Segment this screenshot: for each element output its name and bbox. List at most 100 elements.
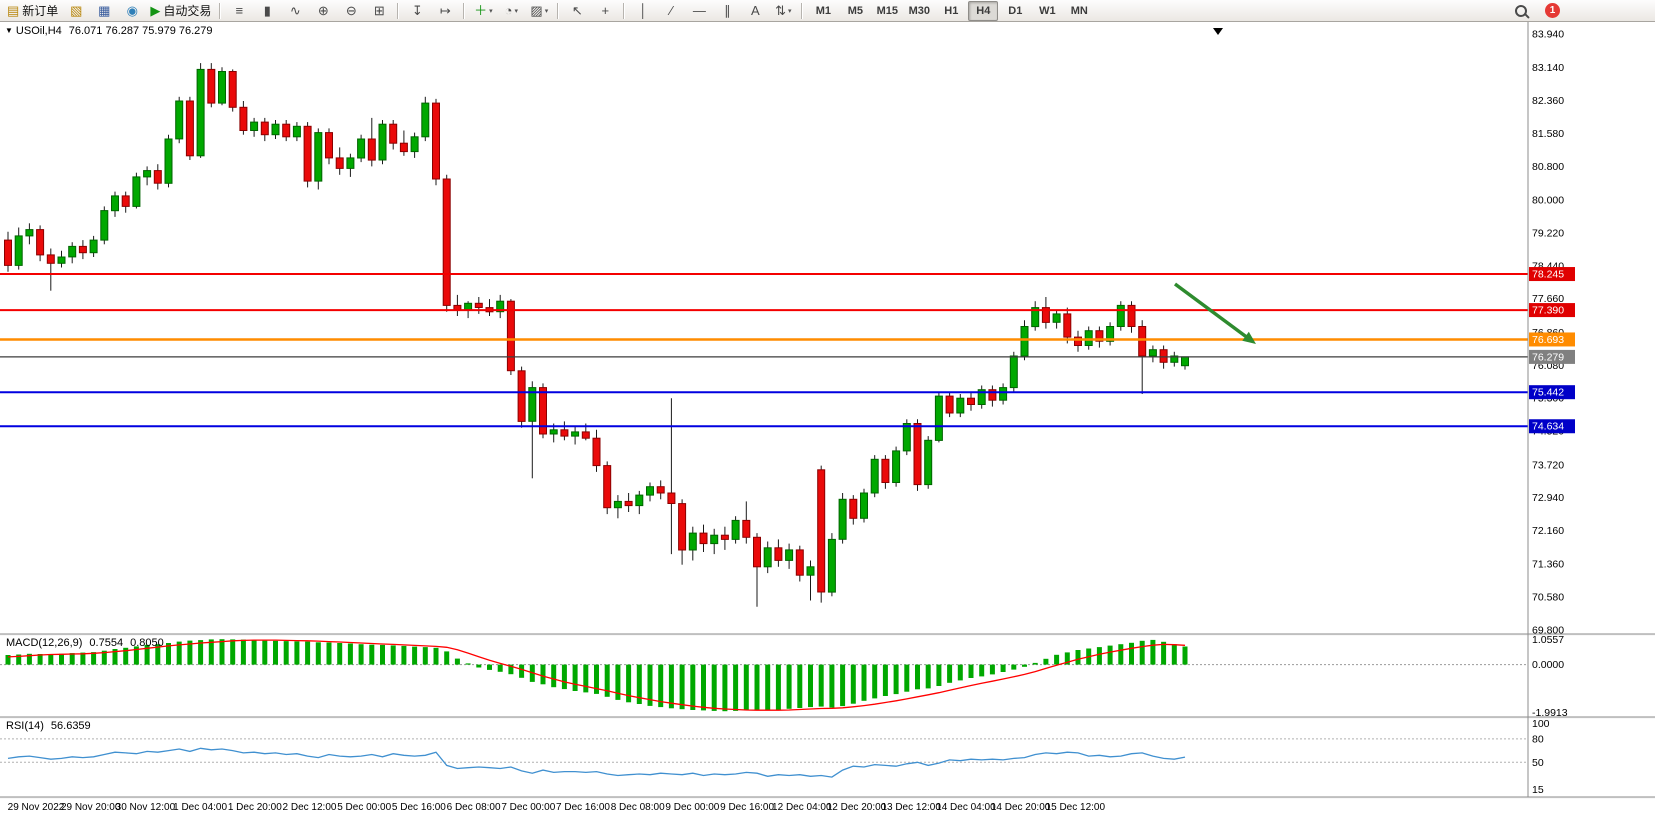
svg-text:80.800: 80.800 (1532, 161, 1564, 173)
new-order-button-label: 新订单 (22, 4, 59, 18)
line-chart-button[interactable]: ∿ (282, 1, 308, 21)
profiles-button[interactable]: ▦ (91, 1, 117, 21)
macd-value: 0.7554 (89, 637, 124, 649)
macd-name-label: MACD(12,26,9) (6, 637, 83, 649)
text-button[interactable]: A (742, 1, 768, 21)
one-click-trading-toggle-icon[interactable]: ▼ (5, 26, 13, 35)
new-order-button[interactable]: ▤ 新订单 (4, 1, 61, 21)
candlestick-series (4, 63, 1189, 607)
timeframe-m15-button[interactable]: M15 (872, 1, 902, 21)
timeframe-m1-button[interactable]: M1 (808, 1, 838, 21)
candlestick-chart-button[interactable]: ▮ (254, 1, 280, 21)
vertical-line-button[interactable]: │ (630, 1, 656, 21)
ohlc-values-label: 76.071 76.287 75.979 76.279 (68, 25, 213, 37)
svg-text:77.390: 77.390 (1532, 305, 1564, 317)
price-tag-78.245 (1529, 267, 1575, 282)
svg-text:0.0000: 0.0000 (1532, 659, 1564, 671)
price-tag-76.693 (1529, 332, 1575, 347)
svg-text:9 Dec 00:00: 9 Dec 00:00 (665, 802, 719, 813)
chart-window[interactable]: 83.940 83.140 82.360 81.580 80.800 80.000 79.2… (0, 22, 1655, 823)
search-icon (1515, 4, 1527, 17)
dropdown-caret-icon[interactable]: ▾ (544, 7, 549, 15)
trend-arrow-annotation[interactable] (1173, 282, 1251, 341)
timeframe-m5-button-label: M5 (847, 4, 863, 17)
line-chart-icon: ∿ (289, 3, 301, 18)
toolbar-separator (219, 2, 222, 19)
chart-shift-button[interactable]: ↦ (432, 1, 458, 21)
svg-text:14 Dec 20:00: 14 Dec 20:00 (991, 802, 1051, 813)
toolbar-separator (463, 2, 466, 19)
horizontal-line-button[interactable]: ― (686, 1, 712, 21)
svg-text:29 Nov 20:00: 29 Nov 20:00 (61, 802, 121, 813)
price-tag-77.390 (1529, 303, 1575, 318)
timeframe-d1-button[interactable]: D1 (1000, 1, 1030, 21)
timeframe-mn-button[interactable]: MN (1064, 1, 1094, 21)
tile-windows-button[interactable]: ⊞ (366, 1, 392, 21)
svg-text:82.360: 82.360 (1532, 95, 1564, 107)
chart-shift-icon: ↦ (439, 3, 451, 18)
bar-chart-button[interactable]: ≡ (226, 1, 252, 21)
svg-text:-1.9913: -1.9913 (1532, 707, 1568, 719)
timeframe-h4-button[interactable]: H4 (968, 0, 999, 21)
equidistant-channel-button[interactable]: ∥ (714, 1, 740, 21)
svg-text:1.0557: 1.0557 (1532, 634, 1564, 646)
new-chart-button[interactable]: ▧ (63, 1, 89, 21)
cursor-button[interactable]: ↖ (564, 1, 590, 21)
autotrading-button-label: 自动交易 (163, 4, 212, 18)
indicators-button[interactable]: ＋ ▾ (470, 1, 496, 21)
svg-text:2 Dec 12:00: 2 Dec 12:00 (283, 802, 337, 813)
svg-text:77.660: 77.660 (1532, 293, 1564, 305)
timeframe-m15-button-label: M15 (876, 4, 899, 17)
mql5-community-button[interactable]: ◉ (119, 1, 145, 21)
chart-shift-marker[interactable] (1213, 28, 1223, 35)
svg-text:72.940: 72.940 (1532, 492, 1564, 504)
svg-text:1 Dec 04:00: 1 Dec 04:00 (173, 802, 227, 813)
svg-text:30 Nov 12:00: 30 Nov 12:00 (116, 802, 176, 813)
notification-badge[interactable]: 1 (1545, 3, 1560, 18)
svg-text:1 Dec 20:00: 1 Dec 20:00 (228, 802, 282, 813)
svg-text:7 Dec 00:00: 7 Dec 00:00 (501, 802, 555, 813)
svg-text:14 Dec 04:00: 14 Dec 04:00 (936, 802, 996, 813)
svg-text:83.940: 83.940 (1532, 29, 1564, 41)
svg-text:80.000: 80.000 (1532, 195, 1564, 207)
rsi-line (7, 747, 1186, 778)
crosshair-icon: + (601, 3, 610, 18)
toolbar-separator (397, 2, 400, 19)
rsi-value: 56.6359 (50, 720, 91, 732)
arrows-button[interactable]: ⇅ ▾ (770, 1, 796, 21)
zoom-in-button[interactable]: ⊕ (310, 1, 336, 21)
dropdown-caret-icon[interactable]: ▾ (514, 7, 519, 15)
cursor-icon: ↖ (571, 3, 583, 18)
autotrading-button[interactable]: ▶ 自动交易 (147, 1, 214, 21)
auto-scroll-button[interactable]: ↧ (404, 1, 430, 21)
timeframe-h1-button[interactable]: H1 (936, 1, 966, 21)
crosshair-button[interactable]: + (592, 1, 618, 21)
svg-text:76.279: 76.279 (1532, 351, 1564, 363)
symbol-timeframe-label: USOil,H4 (15, 25, 62, 37)
timeframe-w1-button-label: W1 (1039, 4, 1056, 17)
timeframe-m30-button[interactable]: M30 (904, 1, 934, 21)
zoom-out-button[interactable]: ⊖ (338, 1, 364, 21)
text-icon: A (750, 3, 760, 18)
timeframe-w1-button[interactable]: W1 (1032, 1, 1062, 21)
svg-text:12 Dec 04:00: 12 Dec 04:00 (772, 802, 832, 813)
rsi-panel[interactable]: 100 80 50 15 (0, 718, 1550, 796)
price-chart-canvas[interactable]: 83.940 83.140 82.360 81.580 80.800 80.000 79.2… (0, 22, 1655, 823)
macd-signal-line (7, 639, 1186, 711)
indicators-icon: ＋ (474, 3, 488, 18)
timeframe-mn-button-label: MN (1070, 4, 1088, 17)
timeframe-h4-button-label: H4 (976, 4, 991, 17)
templates-button[interactable]: ▨ ▾ (526, 1, 552, 21)
macd-panel[interactable]: 1.0557 0.0000 -1.9913 (0, 634, 1568, 719)
dropdown-caret-icon[interactable]: ▾ (489, 7, 493, 15)
zoom-out-icon: ⊖ (345, 3, 357, 18)
trendline-button[interactable]: ∕ (658, 1, 684, 21)
timeframe-m5-button[interactable]: M5 (840, 1, 870, 21)
candlestick-chart-icon: ▮ (263, 3, 271, 18)
dropdown-caret-icon[interactable]: ▾ (788, 7, 792, 15)
search-button[interactable] (1508, 1, 1534, 21)
svg-text:29 Nov 2022: 29 Nov 2022 (8, 802, 65, 813)
periods-button[interactable]: ◔ ▾ (498, 1, 524, 21)
svg-text:50: 50 (1532, 757, 1544, 769)
